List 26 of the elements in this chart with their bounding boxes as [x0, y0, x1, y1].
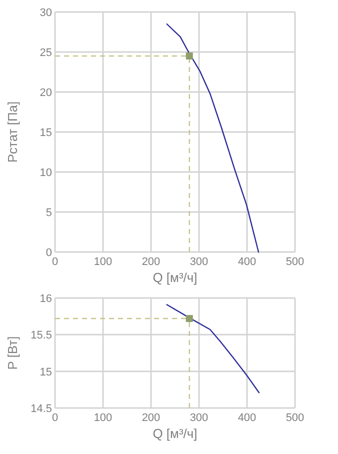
x-tick-label: 200: [142, 256, 160, 268]
x-tick-label: 400: [238, 412, 256, 424]
x-tick-label: 400: [238, 256, 256, 268]
y-tick-label: 15.5: [30, 330, 52, 342]
x-axis-title: Q [м³/ч]: [152, 426, 198, 441]
x-axis-title: Q [м³/ч]: [152, 270, 198, 285]
y-tick-label: 20: [40, 87, 52, 99]
x-tick-label: 500: [286, 412, 304, 424]
y-tick-label: 14.5: [30, 403, 52, 415]
x-tick-label: 100: [94, 256, 112, 268]
y-tick-label: 10: [40, 167, 52, 179]
x-tick-label: 100: [94, 412, 112, 424]
y-tick-label: 25: [40, 47, 52, 59]
line-series: [166, 304, 260, 394]
y-axis-title: Pстат [Па]: [5, 101, 20, 163]
y-tick-label: 5: [46, 207, 52, 219]
y-tick-label: 15: [40, 127, 52, 139]
x-tick-label: 200: [142, 412, 160, 424]
y-tick-label: 16: [40, 293, 52, 305]
x-tick-label: 300: [190, 412, 208, 424]
y-tick-label: 30: [40, 7, 52, 19]
x-tick-label: 500: [286, 256, 304, 268]
x-tick-label: 300: [190, 256, 208, 268]
y-tick-label: 0: [46, 247, 52, 259]
y-axis-title: P [Вт]: [5, 336, 20, 370]
y-tick-label: 15: [40, 366, 52, 378]
